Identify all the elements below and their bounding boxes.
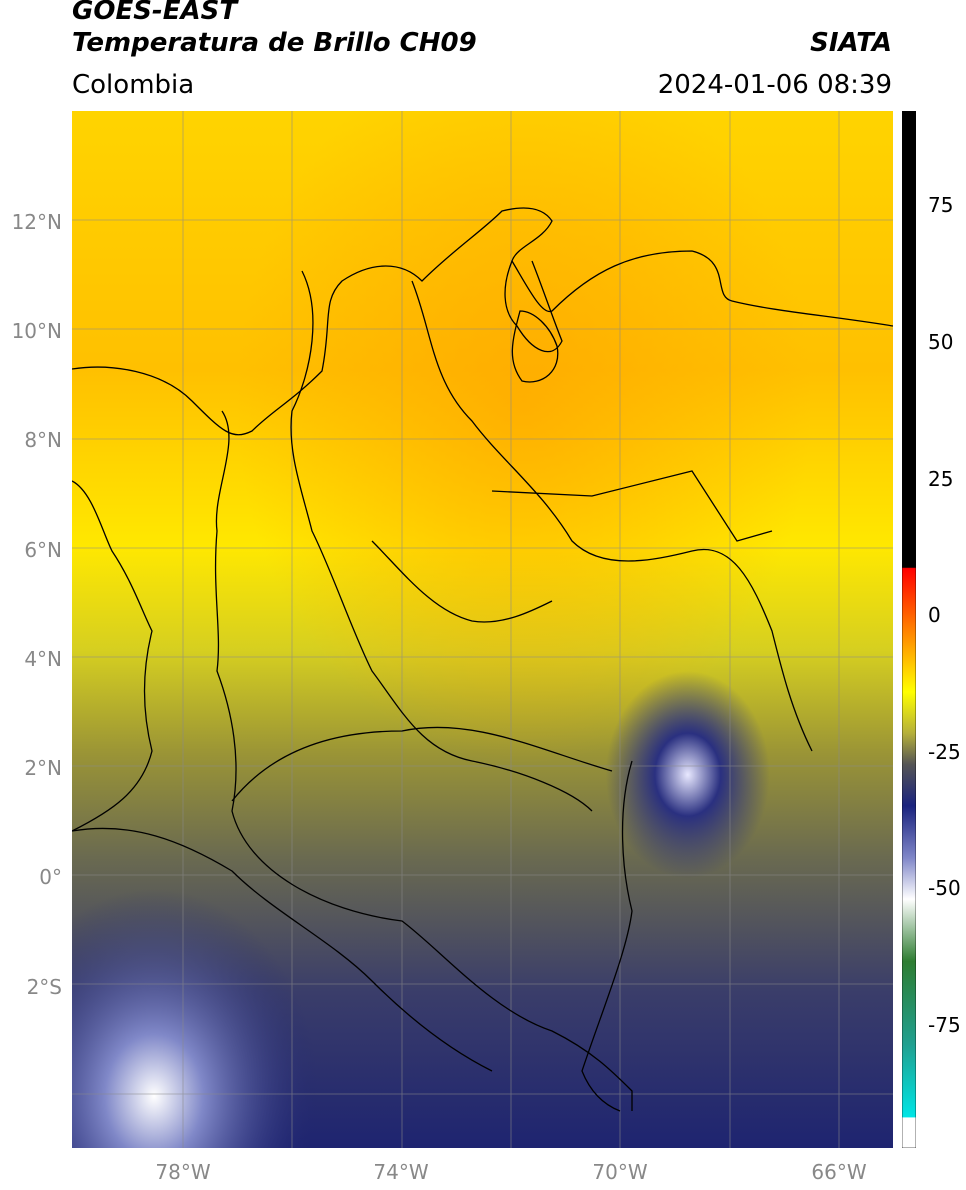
lon-tick-78w: 78°W [155,1160,211,1184]
cold-cloud-east [72,111,893,1148]
lat-tick-0: 0° [39,865,62,889]
colorbar-tick-50: 50 [928,330,954,354]
colorbar [902,111,916,1148]
lat-tick-10n: 10°N [11,319,62,343]
title-satellite: GOES-EAST [72,0,238,26]
lat-tick-12n: 12°N [11,210,62,234]
lon-tick-70w: 70°W [592,1160,648,1184]
lat-tick-6n: 6°N [24,538,62,562]
lon-tick-66w: 66°W [811,1160,867,1184]
map-panel [72,111,893,1148]
title-product: Temperatura de Brillo CH09 [72,28,477,58]
lat-tick-4n: 4°N [24,647,62,671]
colorbar-tick-neg50: -50 [928,876,961,900]
colorbar-tick-0: 0 [928,603,941,627]
colorbar-tick-25: 25 [928,467,954,491]
colorbar-tick-neg75: -75 [928,1013,961,1037]
title-datetime: 2024-01-06 08:39 [657,70,892,100]
coastlines-borders [72,207,893,1112]
lat-tick-2s: 2°S [26,975,62,999]
lat-tick-8n: 8°N [24,428,62,452]
graticule [72,111,893,1148]
title-org: SIATA [810,28,892,58]
lat-tick-2n: 2°N [24,756,62,780]
colorbar-tick-neg25: -25 [928,740,961,764]
lon-tick-74w: 74°W [373,1160,429,1184]
title-region: Colombia [72,70,195,100]
lake-maracaibo [511,310,559,383]
colorbar-tick-75: 75 [928,193,954,217]
